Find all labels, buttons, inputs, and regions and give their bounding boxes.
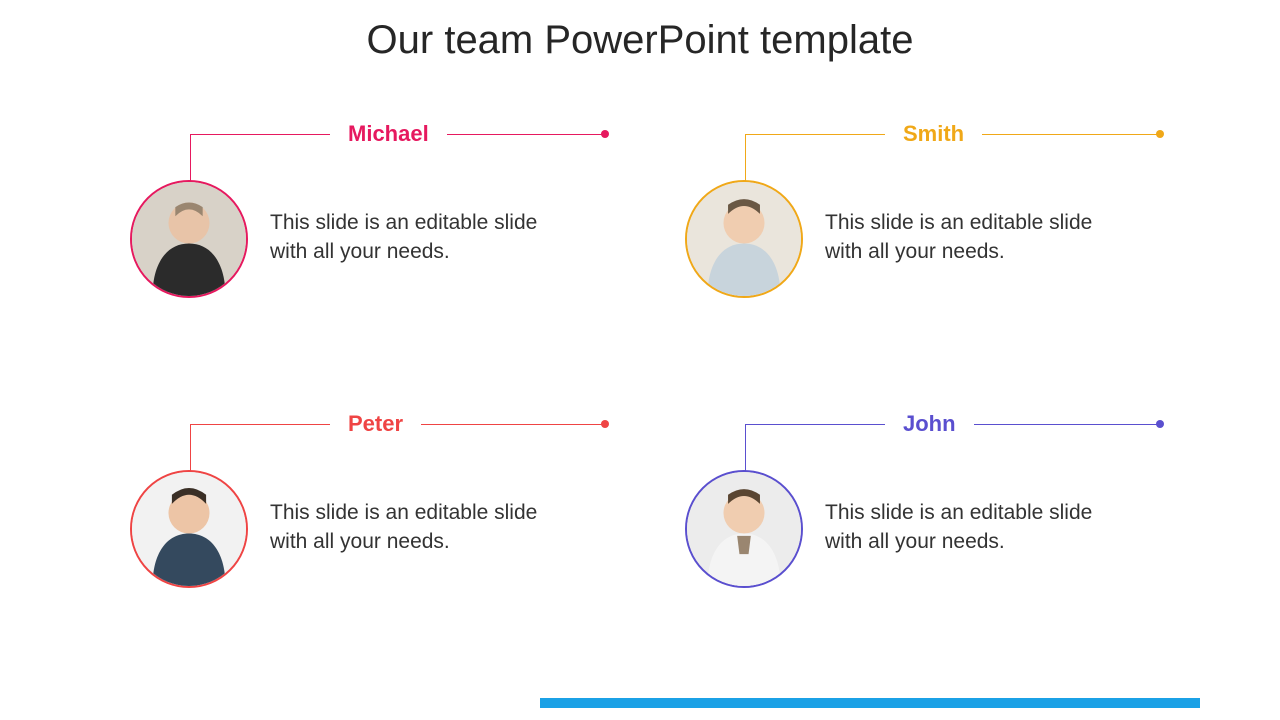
member-name: Michael [330,121,447,147]
name-row: John [745,410,1160,438]
page-title: Our team PowerPoint template [0,0,1280,63]
connector-line-left [190,134,330,135]
member-description: This slide is an editable slide with all… [270,208,580,267]
footer-accent-bar [540,698,1200,708]
team-member-card: Peter This slide is an editable slide wi… [120,410,605,610]
person-icon [132,182,246,296]
person-icon [687,182,801,296]
connector-line-left [190,424,330,425]
connector-line-left [745,134,885,135]
member-avatar [685,470,803,588]
team-member-card: Smith This slide is an editable slide wi… [675,120,1160,320]
member-description: This slide is an editable slide with all… [825,208,1135,267]
name-row: Peter [190,410,605,438]
name-row: Smith [745,120,1160,148]
connector-line-right [421,424,605,425]
member-avatar [130,180,248,298]
connector-line-right [982,134,1160,135]
member-name: Smith [885,121,982,147]
member-avatar [685,180,803,298]
connector-line-left [745,424,885,425]
connector-line-right [447,134,605,135]
member-description: This slide is an editable slide with all… [825,498,1135,557]
name-row: Michael [190,120,605,148]
team-grid: Michael This slide is an editable slide … [0,120,1280,610]
team-member-card: John This slide is an editable slide wit… [675,410,1160,610]
connector-line-right [974,424,1160,425]
team-member-card: Michael This slide is an editable slide … [120,120,605,320]
member-description: This slide is an editable slide with all… [270,498,580,557]
person-icon [132,472,246,586]
member-name: John [885,411,974,437]
person-icon [687,472,801,586]
member-name: Peter [330,411,421,437]
member-avatar [130,470,248,588]
